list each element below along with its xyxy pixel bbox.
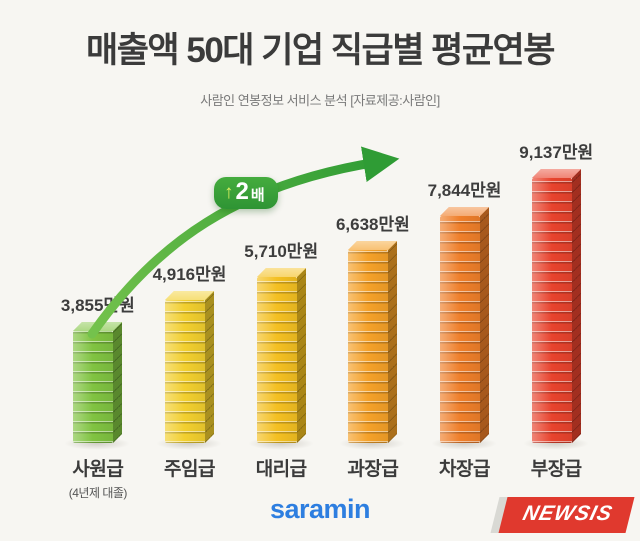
bar-side [296,268,306,443]
bar-value-label: 7,844만원 [427,181,502,200]
bar [431,207,498,450]
bar-side [388,241,398,443]
bar-chart: 3,855만원 4,916만원 5,710만원 6,638만원 7,844만원 9,137… [52,138,602,501]
bar-front [531,178,572,443]
bar [64,322,131,450]
bar-value-label: 3,855만원 [60,296,135,315]
bar-group: 3,855만원 [52,291,144,450]
bar-category-label: 과장급 [347,459,399,480]
bar-front [165,300,205,443]
bar-front [73,331,114,443]
multiplier-unit: 배 [250,187,265,204]
newsis-watermark: NEWSIS [490,497,635,533]
bar-category-label: 차장급 [439,459,490,480]
bar-value-label: 5,710만원 [244,242,319,261]
bar-value-label: 6,638만원 [335,215,410,234]
bar-group: 4,916만원 [144,260,236,450]
bar-group: 7,844만원 [419,176,511,450]
category-cell: 대리급 [235,454,327,501]
bar-side [205,291,214,443]
bar-value-label: 4,916만원 [152,265,227,284]
multiplier-value: 2 [235,178,249,205]
up-arrow-icon: ↑ [224,181,234,203]
bar-side [571,169,581,443]
bar [247,268,314,450]
category-cell: 과장급 [327,454,419,501]
category-cell: 차장급 [419,454,511,501]
bar [156,291,222,450]
saramin-logo: saramin [269,494,371,524]
multiplier-badge: ↑ 2 배 [214,177,278,209]
bar-category-note: (4년제 대졸) [68,486,128,500]
bar-front [348,250,389,443]
bar-group: 5,710만원 [235,237,327,450]
bar-top [256,268,306,277]
bar-group: 6,638만원 [327,210,419,450]
bar-category-label: 사원급 [72,459,124,480]
bar [339,241,406,450]
category-cell: 주임급 [144,454,236,501]
bar-group: 9,137만원 [510,138,602,450]
bar-top [531,169,581,178]
category-cell: 부장급 [510,454,602,501]
bar-front [256,277,297,443]
bar-category-label: 주임급 [164,459,215,480]
bar-front [440,216,481,443]
page-subtitle: 사람인 연봉정보 서비스 분석 [자료제공:사람인] [200,93,440,108]
bar [522,169,589,450]
bar-side [480,207,490,443]
page-title: 매출액 50대 기업 직급별 평균연봉 [86,31,555,70]
bar-category-label: 대리급 [255,459,307,480]
bar-category-label: 부장급 [530,459,582,480]
bar-side [113,322,123,443]
category-cell: 사원급 (4년제 대졸) [52,454,144,501]
labels-row: 사원급 (4년제 대졸) 주임급 대리급 과장급 차장급 부장급 [52,454,602,501]
newsis-logo: NEWSIS [498,497,635,533]
bar-value-label: 9,137만원 [519,143,594,162]
bars-row: 3,855만원 4,916만원 5,710만원 6,638만원 7,844만원 9,137… [52,138,602,450]
